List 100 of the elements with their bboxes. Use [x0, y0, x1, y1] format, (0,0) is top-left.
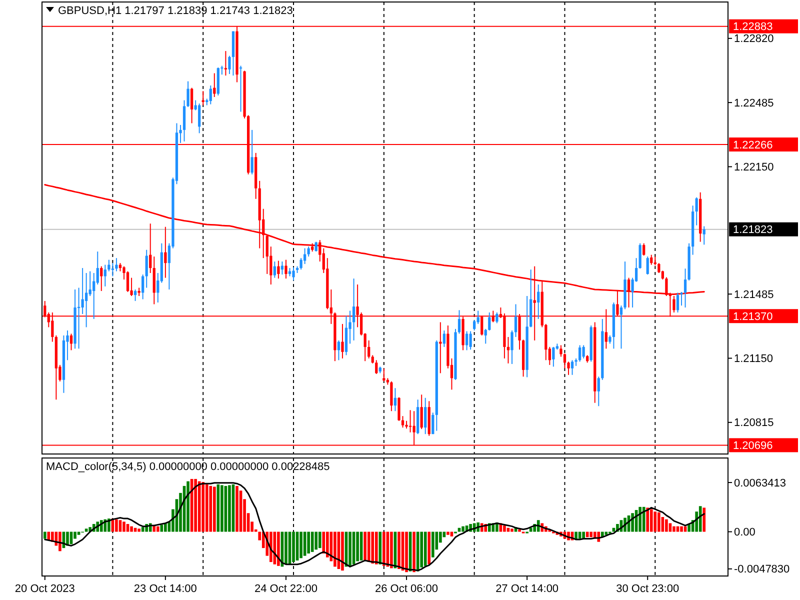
- candlestick: [142, 274, 144, 300]
- candlestick: [300, 258, 302, 270]
- x-tick-label: 26 Oct 06:00: [375, 583, 438, 595]
- candlestick: [70, 333, 73, 351]
- bar: [371, 532, 374, 564]
- bar: [194, 478, 197, 532]
- bar: [672, 526, 676, 532]
- ref-line-label: 1.20696: [733, 440, 773, 452]
- candlestick: [134, 288, 137, 302]
- bar: [665, 519, 668, 532]
- bar: [220, 485, 224, 532]
- bar: [334, 532, 336, 567]
- candlestick: [514, 304, 518, 338]
- x-tick-label: 23 Oct 14:00: [134, 583, 197, 595]
- candlestick: [292, 266, 295, 281]
- bar: [431, 532, 434, 558]
- bar: [382, 532, 386, 566]
- candlestick: [198, 103, 201, 134]
- bar: [680, 526, 683, 532]
- candlestick: [115, 258, 118, 272]
- candlestick: [375, 360, 378, 374]
- bar: [458, 528, 461, 532]
- candlestick: [424, 397, 427, 435]
- bar: [654, 512, 657, 532]
- candlestick: [442, 330, 446, 348]
- bar: [642, 506, 646, 532]
- bar: [138, 528, 140, 532]
- bar: [424, 532, 427, 566]
- bar: [292, 532, 295, 562]
- bar: [66, 532, 69, 546]
- candlestick: [337, 340, 340, 361]
- bar: [160, 524, 164, 532]
- bar: [405, 532, 408, 572]
- candlestick: [239, 65, 242, 112]
- candlestick: [266, 234, 268, 274]
- candlestick: [250, 129, 254, 175]
- bar: [84, 528, 88, 532]
- candlestick: [398, 396, 400, 422]
- bar: [236, 486, 238, 532]
- bar: [446, 532, 450, 535]
- x-tick-label: 27 Oct 14:00: [496, 583, 559, 595]
- bar: [698, 506, 702, 532]
- bar: [141, 527, 144, 532]
- bar: [284, 532, 288, 564]
- bar: [58, 532, 62, 552]
- y-tick-label: 0.0063413: [734, 477, 786, 490]
- candlestick: [537, 284, 540, 320]
- bar: [506, 528, 510, 532]
- y-tick-label: 1.21150: [734, 353, 773, 366]
- bar: [115, 519, 118, 532]
- candlestick: [284, 259, 288, 280]
- ref-line-label: 1.22883: [733, 21, 773, 34]
- bar: [122, 522, 126, 532]
- candlestick: [352, 278, 356, 341]
- bar: [326, 532, 329, 558]
- bar: [510, 528, 514, 532]
- ref-line-label: 1.22266: [733, 139, 773, 152]
- bar: [503, 526, 506, 532]
- bar: [586, 532, 589, 538]
- bar: [582, 532, 585, 539]
- bar: [390, 532, 393, 568]
- candlestick: [496, 312, 498, 324]
- candlestick: [382, 368, 386, 382]
- candlestick: [646, 256, 649, 276]
- candlestick: [488, 312, 491, 331]
- bar: [364, 532, 366, 560]
- candlestick: [145, 249, 148, 288]
- bar: [518, 529, 521, 532]
- candlestick: [314, 241, 318, 252]
- bar: [374, 532, 378, 564]
- bar: [462, 526, 464, 532]
- y-tick-label: 1.22150: [734, 162, 774, 174]
- candlestick: [676, 292, 680, 313]
- bar: [367, 532, 370, 562]
- bar: [277, 532, 280, 566]
- candlestick: [111, 262, 114, 277]
- candlestick: [570, 360, 574, 376]
- y-tick-label: -0.0047830: [734, 564, 790, 576]
- candlestick: [620, 305, 623, 350]
- candlestick: [702, 226, 706, 246]
- bar: [126, 524, 130, 532]
- candlestick: [510, 330, 514, 364]
- candlestick: [224, 50, 228, 76]
- candlestick: [85, 272, 88, 328]
- candlestick: [484, 328, 487, 344]
- bar: [307, 532, 310, 554]
- candlestick: [401, 416, 404, 428]
- candlestick: [469, 330, 472, 350]
- candlestick: [100, 266, 103, 292]
- bar: [156, 526, 160, 532]
- bar: [590, 532, 593, 538]
- candlestick: [126, 270, 130, 292]
- bar: [420, 532, 423, 568]
- bar: [164, 523, 167, 532]
- candlestick: [563, 352, 566, 369]
- bar: [314, 532, 318, 550]
- bar: [356, 532, 359, 562]
- bar: [300, 532, 302, 558]
- bar: [658, 512, 660, 532]
- candlestick: [680, 291, 683, 306]
